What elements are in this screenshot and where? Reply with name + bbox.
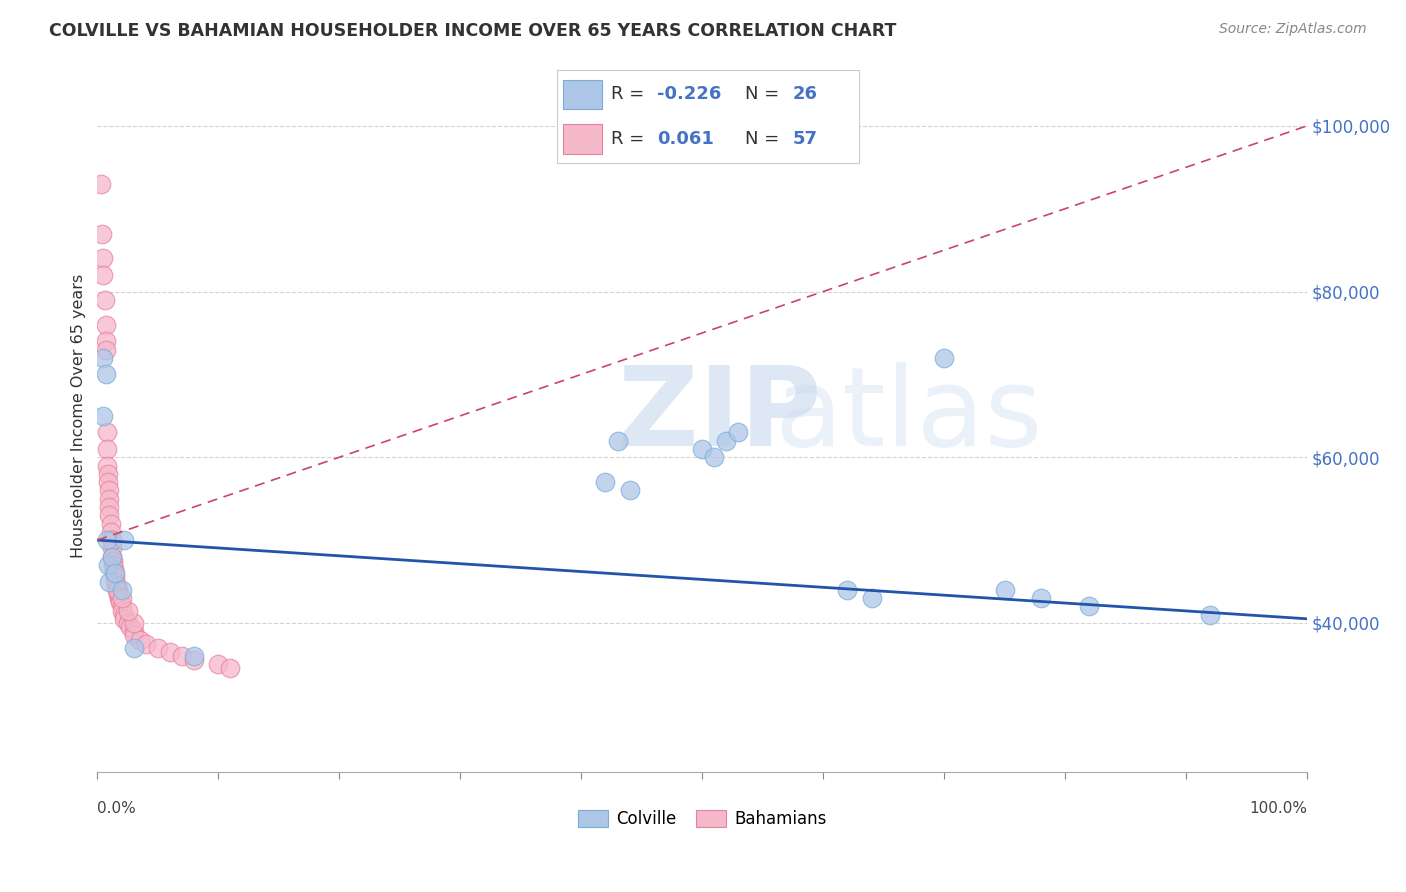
Point xyxy=(94,334,117,349)
Point xyxy=(96,458,118,473)
Point xyxy=(110,582,132,597)
Text: ZIP: ZIP xyxy=(617,362,821,469)
Point xyxy=(104,570,127,584)
Point xyxy=(690,442,713,456)
Point xyxy=(105,582,128,597)
Point xyxy=(994,582,1017,597)
Point xyxy=(100,516,122,531)
Point xyxy=(93,351,115,365)
Point xyxy=(606,434,628,448)
Point xyxy=(1199,607,1222,622)
Text: COLVILLE VS BAHAMIAN HOUSEHOLDER INCOME OVER 65 YEARS CORRELATION CHART: COLVILLE VS BAHAMIAN HOUSEHOLDER INCOME … xyxy=(49,22,897,40)
Point xyxy=(103,566,125,581)
Point xyxy=(703,450,725,465)
Point xyxy=(112,607,135,622)
Point xyxy=(207,657,229,672)
Point xyxy=(101,549,124,564)
Point xyxy=(727,425,749,440)
Point xyxy=(93,252,115,266)
Point xyxy=(101,533,124,547)
Point xyxy=(104,574,127,589)
Point xyxy=(101,533,124,547)
Point xyxy=(107,584,129,599)
Point xyxy=(1078,599,1101,614)
Text: atlas: atlas xyxy=(775,362,1043,469)
Point xyxy=(93,409,115,423)
Legend: Colville, Bahamians: Colville, Bahamians xyxy=(571,804,834,835)
Point xyxy=(932,351,955,365)
Point xyxy=(107,587,129,601)
Point xyxy=(860,591,883,605)
Point xyxy=(146,640,169,655)
Point xyxy=(96,533,118,547)
Y-axis label: Householder Income Over 65 years: Householder Income Over 65 years xyxy=(72,274,86,558)
Point xyxy=(122,640,145,655)
Point xyxy=(595,475,617,489)
Point xyxy=(1029,591,1052,605)
Point xyxy=(110,599,132,614)
Point xyxy=(183,653,205,667)
Point xyxy=(94,318,117,332)
Point xyxy=(112,612,135,626)
Point xyxy=(103,562,125,576)
Point xyxy=(97,558,120,572)
Point xyxy=(94,368,117,382)
Point xyxy=(219,661,242,675)
Point xyxy=(97,467,120,481)
Point xyxy=(105,579,128,593)
Point xyxy=(118,620,141,634)
Point xyxy=(716,434,738,448)
Point xyxy=(101,554,124,568)
Point xyxy=(96,442,118,456)
Point xyxy=(94,343,117,357)
Point xyxy=(159,645,181,659)
Point xyxy=(93,268,115,282)
Point xyxy=(101,558,124,572)
Point xyxy=(98,483,121,498)
Point xyxy=(110,591,132,605)
Point xyxy=(98,491,121,506)
Point xyxy=(112,533,135,547)
Text: 0.0%: 0.0% xyxy=(97,801,136,816)
Point xyxy=(98,500,121,514)
Point xyxy=(122,615,145,630)
Point xyxy=(108,590,131,604)
Point xyxy=(110,603,132,617)
Point xyxy=(117,615,139,630)
Text: Source: ZipAtlas.com: Source: ZipAtlas.com xyxy=(1219,22,1367,37)
Point xyxy=(110,595,132,609)
Point xyxy=(170,649,193,664)
Point xyxy=(100,524,122,539)
Point xyxy=(110,592,132,607)
Point xyxy=(91,227,114,241)
Point xyxy=(122,628,145,642)
Point xyxy=(117,603,139,617)
Point xyxy=(101,541,124,556)
Point xyxy=(108,591,131,605)
Point xyxy=(97,475,120,489)
Point xyxy=(128,632,150,647)
Point xyxy=(101,549,124,564)
Text: 100.0%: 100.0% xyxy=(1249,801,1308,816)
Point xyxy=(183,649,205,664)
Point xyxy=(105,582,128,597)
Point xyxy=(98,574,121,589)
Point xyxy=(98,508,121,523)
Point xyxy=(837,582,859,597)
Point xyxy=(96,425,118,440)
Point xyxy=(135,637,157,651)
Point xyxy=(619,483,641,498)
Point xyxy=(104,566,127,581)
Point xyxy=(90,177,112,191)
Point xyxy=(122,624,145,639)
Point xyxy=(93,293,115,307)
